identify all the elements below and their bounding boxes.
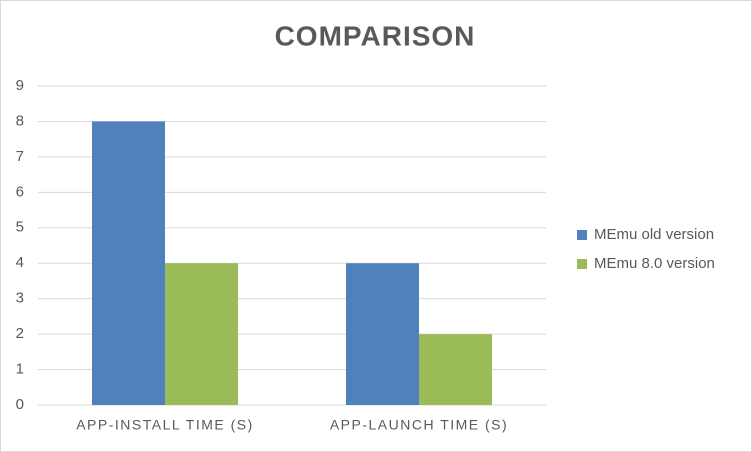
bar xyxy=(346,263,419,405)
bar xyxy=(419,334,492,405)
y-tick-label: 4 xyxy=(16,254,24,271)
y-tick-label: 1 xyxy=(16,361,24,378)
bar xyxy=(92,121,165,405)
chart-title: COMPARISON xyxy=(275,20,476,51)
bar xyxy=(165,263,238,405)
legend-label: MEmu old version xyxy=(594,226,714,243)
y-tick-label: 8 xyxy=(16,112,24,129)
y-tick-label: 5 xyxy=(16,219,24,236)
y-tick-label: 7 xyxy=(16,148,24,165)
y-tick-label: 3 xyxy=(16,290,24,307)
y-tick-label: 0 xyxy=(16,396,24,413)
legend-swatch xyxy=(577,230,587,240)
x-tick-label: APP-INSTALL TIME (S) xyxy=(76,417,254,433)
x-tick-label: APP-LAUNCH TIME (S) xyxy=(330,417,508,433)
y-tick-label: 9 xyxy=(16,77,24,94)
y-tick-label: 6 xyxy=(16,183,24,200)
legend-swatch xyxy=(577,259,587,269)
y-tick-label: 2 xyxy=(16,325,24,342)
legend-label: MEmu 8.0 version xyxy=(594,255,715,272)
